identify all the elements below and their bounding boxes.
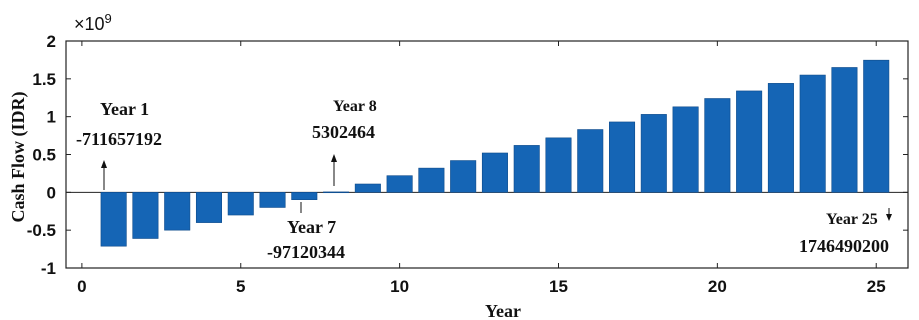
bar-year-1	[100, 192, 127, 247]
annotation-year-8-value: 5302464	[312, 122, 375, 142]
annotation-year-7: Year 7 -97120344	[267, 202, 345, 262]
bar-year-18	[640, 114, 667, 193]
arrowhead-icon	[101, 160, 107, 168]
bar-year-3	[164, 192, 191, 231]
bar-year-24	[831, 67, 858, 193]
annotation-year-7-value: -97120344	[267, 242, 345, 262]
bar-year-13	[481, 152, 508, 193]
bar-year-7	[291, 192, 318, 200]
bar-year-20	[704, 98, 731, 193]
bar-year-17	[609, 121, 636, 193]
bar-year-25	[863, 59, 890, 193]
x-axis-title: Year	[485, 301, 521, 320]
y-tick-label: 0.5	[32, 146, 56, 165]
bar-year-8	[323, 191, 350, 194]
bar-year-10	[386, 175, 413, 193]
bar-year-6	[259, 192, 286, 208]
bar-year-4	[195, 192, 222, 223]
bars-group	[100, 59, 890, 247]
scale-label: ×109	[74, 11, 112, 34]
bar-year-23	[799, 74, 826, 193]
x-tick-label: 20	[708, 277, 727, 296]
bar-year-19	[672, 106, 699, 193]
annotation-year-7-label: Year 7	[287, 217, 336, 237]
bar-year-12	[450, 160, 477, 193]
y-tick-label: -1	[41, 259, 56, 278]
arrowhead-icon	[886, 214, 892, 221]
x-tick-label: 25	[867, 277, 886, 296]
annotation-year-1-value: -711657192	[76, 129, 162, 149]
bar-year-16	[577, 129, 604, 193]
annotation-year-8: Year 8 5302464	[312, 98, 377, 186]
x-tick-label: 10	[390, 277, 409, 296]
arrowhead-icon	[331, 154, 337, 162]
annotation-year-25: Year 25 1746490200	[799, 208, 892, 256]
annotation-year-1: Year 1 -711657192	[76, 99, 162, 190]
bar-year-15	[545, 137, 572, 193]
annotation-year-8-label: Year 8	[333, 98, 377, 115]
y-tick-label: -0.5	[27, 221, 56, 240]
annotation-year-1-label: Year 1	[100, 99, 149, 119]
annotation-year-25-value: 1746490200	[799, 236, 889, 256]
x-ticks: 0 5 10 15 20 25	[77, 41, 886, 296]
bar-year-11	[418, 167, 445, 193]
y-tick-label: 1	[47, 108, 56, 127]
y-axis-title: Cash Flow (IDR)	[8, 91, 29, 222]
bar-year-21	[736, 90, 763, 193]
bar-year-14	[513, 145, 540, 193]
bar-year-5	[227, 192, 254, 216]
x-tick-label: 0	[77, 277, 86, 296]
bar-year-2	[132, 192, 159, 239]
x-tick-label: 15	[549, 277, 568, 296]
annotation-year-25-label: Year 25	[826, 211, 878, 228]
bar-year-9	[354, 183, 381, 193]
bar-year-22	[767, 83, 794, 193]
y-ticks: -1 -0.5 0 0.5 1 1.5 2	[27, 32, 908, 278]
y-tick-label: 2	[47, 32, 56, 51]
y-tick-label: 1.5	[32, 70, 56, 89]
x-tick-label: 5	[236, 277, 245, 296]
y-tick-label: 0	[47, 183, 56, 202]
